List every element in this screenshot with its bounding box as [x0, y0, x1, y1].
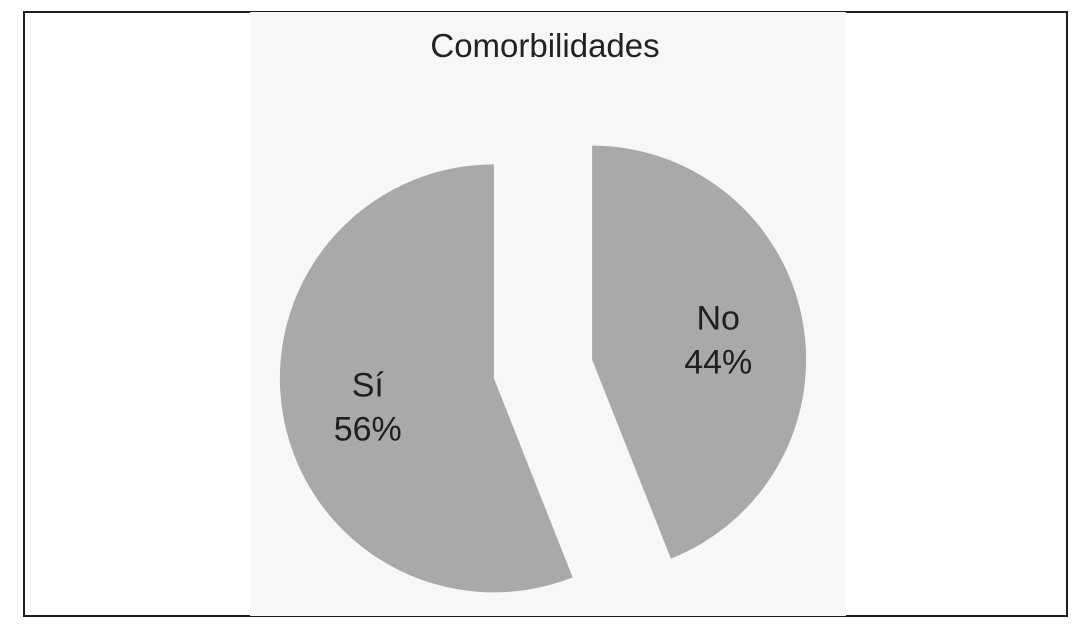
- pie-slice-si: [279, 164, 573, 593]
- pie-slice-no: [592, 145, 807, 559]
- chart-title: Comorbilidades: [430, 27, 659, 64]
- slice-label-percent: 56%: [334, 410, 402, 448]
- pie-labels: Sí 56% No 44%: [334, 300, 753, 449]
- slice-label-percent: 44%: [684, 344, 752, 382]
- slice-label-category: No: [697, 300, 740, 338]
- slice-label-category: Sí: [352, 366, 385, 404]
- pie-slices: [279, 145, 807, 593]
